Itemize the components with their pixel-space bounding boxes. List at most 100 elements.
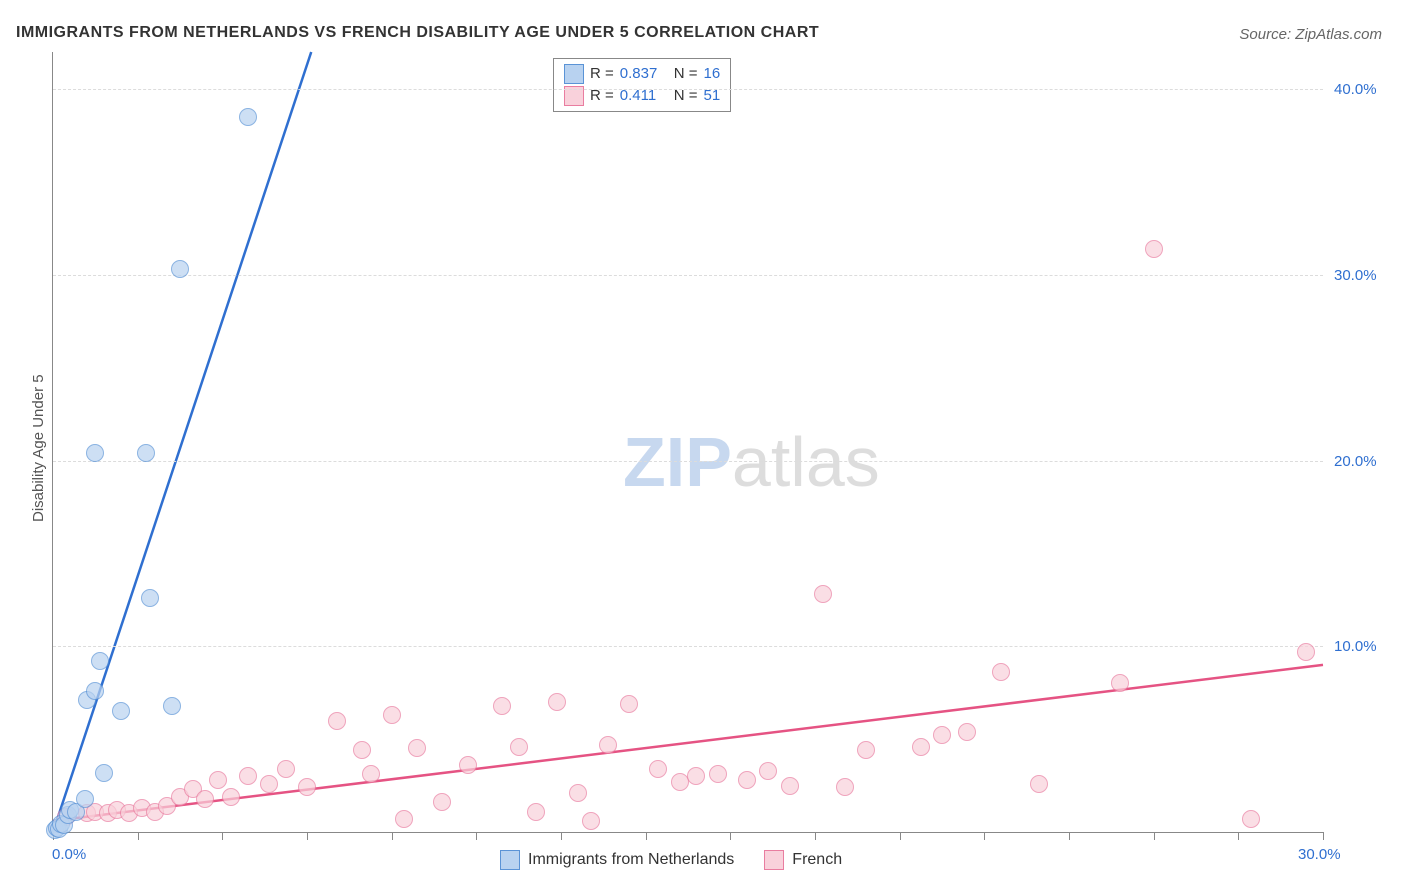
gridline xyxy=(53,89,1323,90)
scatter-point-pink xyxy=(738,771,756,789)
plot-area: ZIPatlas R = 0.837 N = 16 R = 0.411 N = … xyxy=(52,52,1323,833)
scatter-point-pink xyxy=(599,736,617,754)
scatter-point-blue xyxy=(112,702,130,720)
x-tick xyxy=(900,832,901,840)
scatter-point-pink xyxy=(912,738,930,756)
scatter-point-pink xyxy=(1242,810,1260,828)
gridline xyxy=(53,275,1323,276)
scatter-point-pink xyxy=(548,693,566,711)
y-tick-label: 20.0% xyxy=(1334,453,1377,470)
scatter-point-pink xyxy=(1030,775,1048,793)
scatter-point-pink xyxy=(395,810,413,828)
scatter-point-pink xyxy=(759,762,777,780)
scatter-point-pink xyxy=(510,738,528,756)
scatter-point-pink xyxy=(1111,674,1129,692)
scatter-point-pink xyxy=(433,793,451,811)
source-prefix: Source: xyxy=(1239,26,1295,43)
legend-r-blue: 0.837 xyxy=(620,63,668,85)
scatter-point-pink xyxy=(383,706,401,724)
chart-title: IMMIGRANTS FROM NETHERLANDS VS FRENCH DI… xyxy=(16,24,819,42)
scatter-point-pink xyxy=(459,756,477,774)
scatter-point-blue xyxy=(137,444,155,462)
x-tick xyxy=(222,832,223,840)
scatter-point-blue xyxy=(91,652,109,670)
regression-lines xyxy=(53,52,1323,832)
x-tick xyxy=(730,832,731,840)
scatter-point-blue xyxy=(86,682,104,700)
legend-label-blue: Immigrants from Netherlands xyxy=(528,851,734,869)
scatter-point-pink xyxy=(328,712,346,730)
scatter-point-pink xyxy=(620,695,638,713)
x-tick xyxy=(1154,832,1155,840)
scatter-point-pink xyxy=(933,726,951,744)
swatch-pink xyxy=(764,850,784,870)
x-tick xyxy=(476,832,477,840)
swatch-blue xyxy=(500,850,520,870)
scatter-point-pink xyxy=(814,585,832,603)
legend-r-label: R = xyxy=(590,63,614,85)
scatter-point-pink xyxy=(277,760,295,778)
x-tick xyxy=(1069,832,1070,840)
scatter-point-pink xyxy=(569,784,587,802)
legend-row-blue: R = 0.837 N = 16 xyxy=(564,63,720,85)
scatter-point-pink xyxy=(671,773,689,791)
legend-correlation: R = 0.837 N = 16 R = 0.411 N = 51 xyxy=(553,58,731,112)
scatter-point-pink xyxy=(582,812,600,830)
scatter-point-pink xyxy=(493,697,511,715)
legend-item-pink: French xyxy=(764,850,842,870)
legend-item-blue: Immigrants from Netherlands xyxy=(500,850,734,870)
x-tick xyxy=(561,832,562,840)
regression-line-blue xyxy=(53,52,311,832)
x-tick xyxy=(815,832,816,840)
swatch-blue xyxy=(564,64,584,84)
scatter-point-pink xyxy=(260,775,278,793)
x-tick xyxy=(984,832,985,840)
x-tick xyxy=(392,832,393,840)
scatter-point-pink xyxy=(992,663,1010,681)
scatter-point-pink xyxy=(298,778,316,796)
y-axis-label: Disability Age Under 5 xyxy=(30,374,47,522)
scatter-point-pink xyxy=(857,741,875,759)
gridline xyxy=(53,461,1323,462)
scatter-point-pink xyxy=(196,790,214,808)
legend-label-pink: French xyxy=(792,851,842,869)
scatter-point-blue xyxy=(95,764,113,782)
scatter-point-blue xyxy=(76,790,94,808)
scatter-point-pink xyxy=(353,741,371,759)
scatter-point-pink xyxy=(222,788,240,806)
x-tick xyxy=(138,832,139,840)
scatter-point-pink xyxy=(649,760,667,778)
x-tick xyxy=(646,832,647,840)
x-tick xyxy=(1323,832,1324,840)
x-tick xyxy=(307,832,308,840)
scatter-point-pink xyxy=(836,778,854,796)
scatter-point-pink xyxy=(527,803,545,821)
x-tick-label: 0.0% xyxy=(52,846,86,863)
scatter-point-blue xyxy=(86,444,104,462)
scatter-point-blue xyxy=(141,589,159,607)
scatter-point-pink xyxy=(958,723,976,741)
scatter-point-pink xyxy=(709,765,727,783)
legend-n-label: N = xyxy=(674,63,698,85)
scatter-point-blue xyxy=(171,260,189,278)
source-attribution: Source: ZipAtlas.com xyxy=(1239,26,1382,43)
scatter-point-pink xyxy=(239,767,257,785)
legend-series: Immigrants from Netherlands French xyxy=(500,850,842,870)
scatter-point-pink xyxy=(209,771,227,789)
y-tick-label: 10.0% xyxy=(1334,638,1377,655)
scatter-point-blue xyxy=(163,697,181,715)
x-tick xyxy=(1238,832,1239,840)
x-tick-label: 30.0% xyxy=(1298,846,1341,863)
scatter-point-pink xyxy=(781,777,799,795)
scatter-point-blue xyxy=(239,108,257,126)
scatter-point-pink xyxy=(1297,643,1315,661)
scatter-point-pink xyxy=(362,765,380,783)
legend-n-blue: 16 xyxy=(704,63,721,85)
source-name: ZipAtlas.com xyxy=(1295,26,1382,43)
regression-line-pink xyxy=(53,665,1323,821)
y-tick-label: 40.0% xyxy=(1334,81,1377,98)
y-tick-label: 30.0% xyxy=(1334,267,1377,284)
scatter-point-pink xyxy=(1145,240,1163,258)
gridline xyxy=(53,646,1323,647)
scatter-point-pink xyxy=(408,739,426,757)
